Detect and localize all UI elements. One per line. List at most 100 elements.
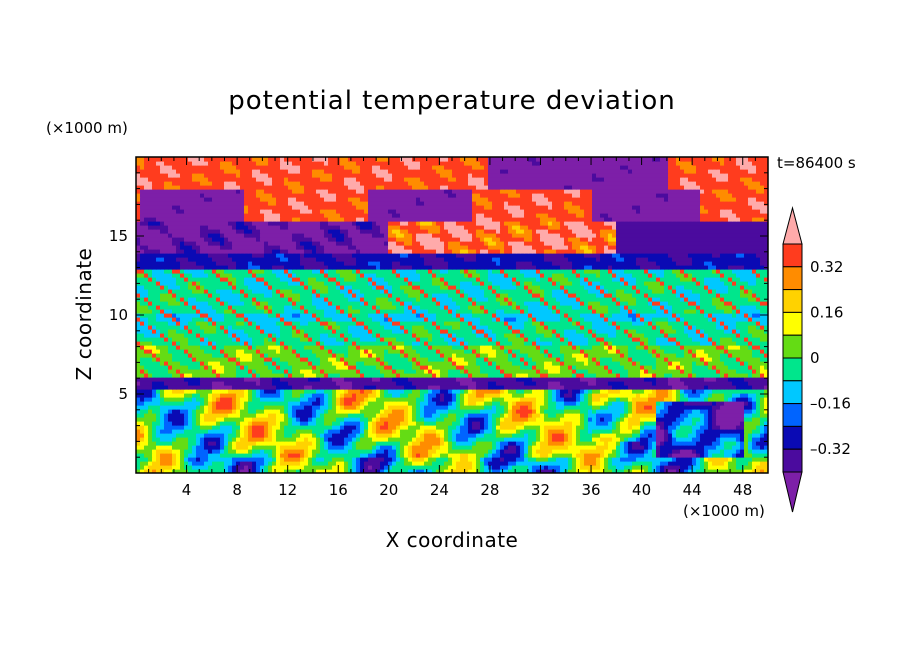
heatmap-cell bbox=[696, 425, 701, 430]
heatmap-cell bbox=[476, 389, 481, 394]
heatmap-cell bbox=[440, 405, 445, 410]
heatmap-cell bbox=[344, 429, 349, 434]
heatmap-cell bbox=[752, 453, 757, 458]
heatmap-cell bbox=[332, 393, 337, 398]
heatmap-cell bbox=[140, 465, 145, 470]
heatmap-cell bbox=[552, 461, 557, 466]
heatmap-cell bbox=[444, 409, 449, 414]
heatmap-cell bbox=[432, 401, 437, 406]
heatmap-cell bbox=[472, 449, 477, 454]
heatmap-cell bbox=[704, 393, 709, 398]
heatmap-cell bbox=[412, 385, 417, 390]
heatmap-cell bbox=[676, 353, 681, 358]
heatmap-cell bbox=[164, 445, 169, 450]
heatmap-cell bbox=[420, 381, 425, 386]
heatmap-cell bbox=[336, 397, 341, 402]
heatmap-cell bbox=[156, 441, 161, 446]
heatmap-cell bbox=[316, 449, 321, 454]
heatmap-cell bbox=[696, 421, 701, 426]
heatmap-cell bbox=[512, 405, 517, 410]
heatmap-cell bbox=[460, 449, 465, 454]
heatmap-cell bbox=[168, 437, 173, 442]
heatmap-cell bbox=[412, 417, 417, 422]
heatmap-cell bbox=[496, 397, 501, 402]
heatmap-cell bbox=[184, 393, 189, 398]
heatmap-cell bbox=[500, 401, 505, 406]
heatmap-cell bbox=[220, 345, 225, 350]
heatmap-cell bbox=[684, 461, 689, 466]
heatmap-cell bbox=[340, 441, 345, 446]
heatmap-cell bbox=[480, 369, 485, 374]
heatmap-cell bbox=[648, 377, 653, 382]
heatmap-cell bbox=[740, 381, 745, 386]
heatmap-cell bbox=[740, 389, 745, 394]
heatmap-cell bbox=[324, 377, 329, 382]
heatmap-cell bbox=[736, 409, 741, 414]
heatmap-cell bbox=[276, 369, 281, 374]
heatmap-cell bbox=[232, 465, 237, 470]
heatmap-cell bbox=[640, 397, 645, 402]
heatmap-cell bbox=[696, 445, 701, 450]
heatmap-cell bbox=[484, 453, 489, 458]
heatmap-cell bbox=[244, 345, 249, 350]
heatmap-cell bbox=[448, 461, 453, 466]
heatmap-cell bbox=[416, 377, 421, 382]
heatmap-cell bbox=[264, 449, 269, 454]
heatmap-cell bbox=[688, 461, 693, 466]
heatmap-cell bbox=[548, 373, 553, 378]
heatmap-cell bbox=[304, 369, 309, 374]
heatmap-cell bbox=[684, 373, 689, 378]
heatmap-cell bbox=[172, 413, 177, 418]
heatmap-cell bbox=[556, 377, 561, 382]
heatmap-cell bbox=[208, 425, 213, 430]
heatmap-cell bbox=[600, 373, 605, 378]
heatmap-cell bbox=[344, 409, 349, 414]
heatmap-cell bbox=[544, 401, 549, 406]
heatmap-cell bbox=[572, 437, 577, 442]
heatmap-cell bbox=[456, 457, 461, 462]
heatmap-cell bbox=[140, 433, 145, 438]
heatmap-cell bbox=[288, 441, 293, 446]
heatmap-cell bbox=[344, 377, 349, 382]
heatmap-cell bbox=[528, 349, 533, 354]
heatmap-cell bbox=[628, 385, 633, 390]
heatmap-cell bbox=[260, 361, 265, 366]
heatmap-cell bbox=[620, 417, 625, 422]
heatmap-cell bbox=[628, 433, 633, 438]
heatmap-cell bbox=[240, 389, 245, 394]
heatmap-cell bbox=[712, 441, 717, 446]
heatmap-cell bbox=[464, 349, 469, 354]
heatmap-cell bbox=[416, 361, 421, 366]
heatmap-cell bbox=[608, 393, 613, 398]
heatmap-cell bbox=[432, 377, 437, 382]
heatmap-cell bbox=[224, 373, 229, 378]
heatmap-cell bbox=[288, 469, 293, 473]
heatmap-cell bbox=[308, 393, 313, 398]
heatmap-cell bbox=[504, 369, 509, 374]
heatmap-cell bbox=[464, 365, 469, 370]
heatmap-cell bbox=[420, 441, 425, 446]
heatmap-cell bbox=[368, 397, 373, 402]
heatmap-cell bbox=[568, 397, 573, 402]
heatmap-cell bbox=[408, 377, 413, 382]
heatmap-cell bbox=[492, 373, 497, 378]
heatmap-cell bbox=[228, 401, 233, 406]
heatmap-cell bbox=[184, 353, 189, 358]
heatmap-cell bbox=[208, 409, 213, 414]
heatmap-cell bbox=[408, 413, 413, 418]
heatmap-cell bbox=[144, 357, 149, 362]
heatmap-cell bbox=[200, 389, 205, 394]
heatmap-cell bbox=[540, 465, 545, 470]
heatmap-cell bbox=[228, 413, 233, 418]
heatmap-cell bbox=[696, 405, 701, 410]
heatmap-cell bbox=[700, 437, 705, 442]
heatmap-cell bbox=[284, 465, 289, 470]
heatmap-cell bbox=[196, 365, 201, 370]
heatmap-cell bbox=[252, 425, 257, 430]
heatmap-cell bbox=[264, 345, 269, 350]
heatmap-cell bbox=[268, 381, 273, 386]
heatmap-cell bbox=[472, 453, 477, 458]
heatmap-cell bbox=[508, 445, 513, 450]
heatmap-cell bbox=[388, 393, 393, 398]
heatmap-cell bbox=[384, 469, 389, 473]
